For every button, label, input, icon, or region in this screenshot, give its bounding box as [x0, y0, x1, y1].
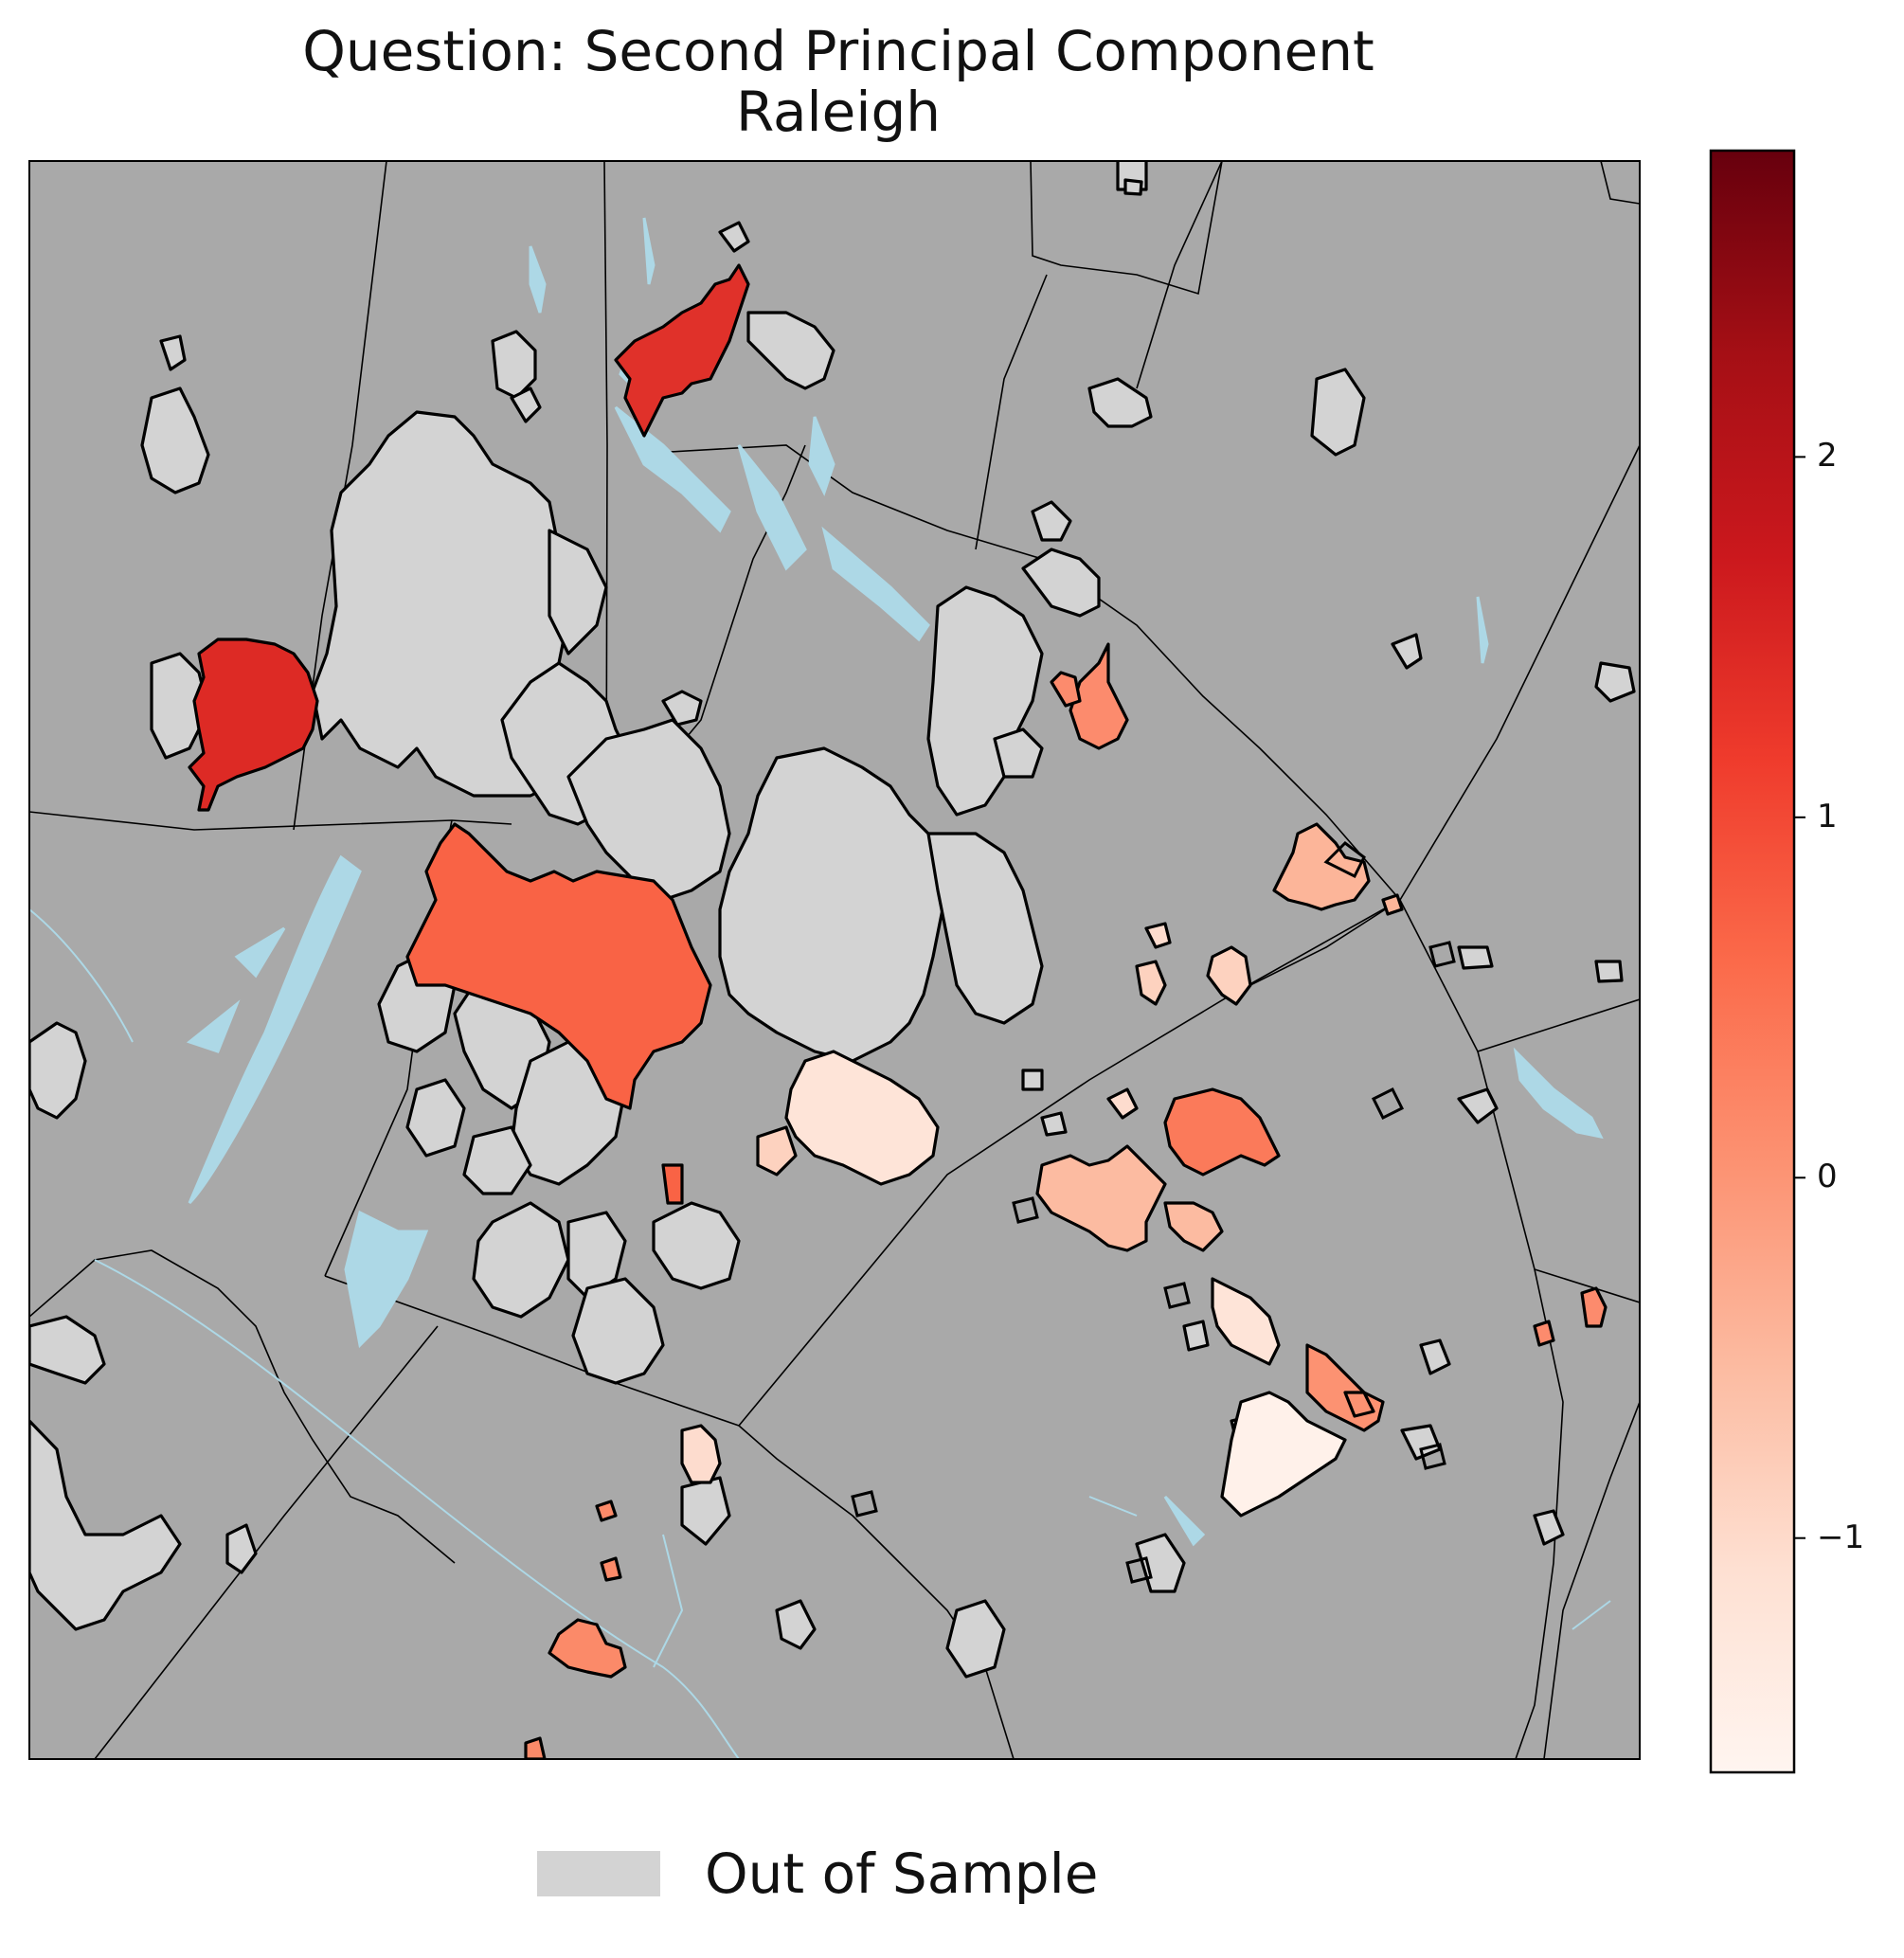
region-garner	[784, 1050, 940, 1186]
region-clayton-ext	[1163, 1201, 1224, 1252]
region-east-2	[1050, 671, 1082, 708]
region-east-1	[1069, 642, 1129, 750]
region-selma-small	[1343, 1391, 1375, 1418]
small-outlines	[851, 841, 1456, 1584]
region-four-oaks-small	[1533, 1320, 1555, 1347]
colorbar-tick-label: −1	[1817, 1518, 1865, 1556]
region-clayton-north	[1163, 1087, 1281, 1177]
region-selma	[1220, 1391, 1347, 1518]
region-east-3	[1144, 922, 1172, 949]
region-south-west	[548, 1618, 627, 1679]
in-sample-regions	[188, 263, 1608, 1759]
map-title: Question: Second Principal Component Ral…	[0, 21, 1677, 142]
region-garner-small	[756, 1125, 798, 1177]
region-south-west-small	[595, 1500, 618, 1522]
region-clayton-north2	[1106, 1087, 1139, 1120]
colorbar-tick-label: 2	[1817, 437, 1838, 476]
region-north	[614, 263, 750, 438]
region-fuquay	[680, 1424, 722, 1484]
colorbar-tick-label: 1	[1817, 797, 1838, 835]
legend-label: Out of Sample	[705, 1841, 1099, 1906]
colorbar-tick-label: 0	[1817, 1158, 1838, 1196]
region-northwest	[188, 638, 319, 812]
map-area	[29, 161, 1640, 1759]
region-wendell	[1206, 945, 1252, 1006]
region-clayton	[1035, 1144, 1167, 1252]
legend-swatch	[537, 1851, 660, 1896]
water-bodies	[186, 217, 1604, 1547]
region-south-west-small2	[600, 1556, 622, 1582]
region-zebulon-small	[1381, 893, 1404, 916]
title-line-1: Question: Second Principal Component	[302, 19, 1374, 83]
map-frame	[28, 160, 1641, 1760]
region-cary	[405, 822, 712, 1110]
region-east-4	[1135, 960, 1167, 1006]
out-of-sample-regions	[29, 161, 1636, 1679]
title-line-2: Raleigh	[735, 80, 942, 144]
region-apex-small	[661, 1163, 684, 1205]
region-smithfield	[1211, 1277, 1281, 1366]
rivers	[29, 908, 1611, 1759]
region-four-oaks	[1580, 1286, 1608, 1328]
region-bottom-edge	[524, 1736, 547, 1759]
